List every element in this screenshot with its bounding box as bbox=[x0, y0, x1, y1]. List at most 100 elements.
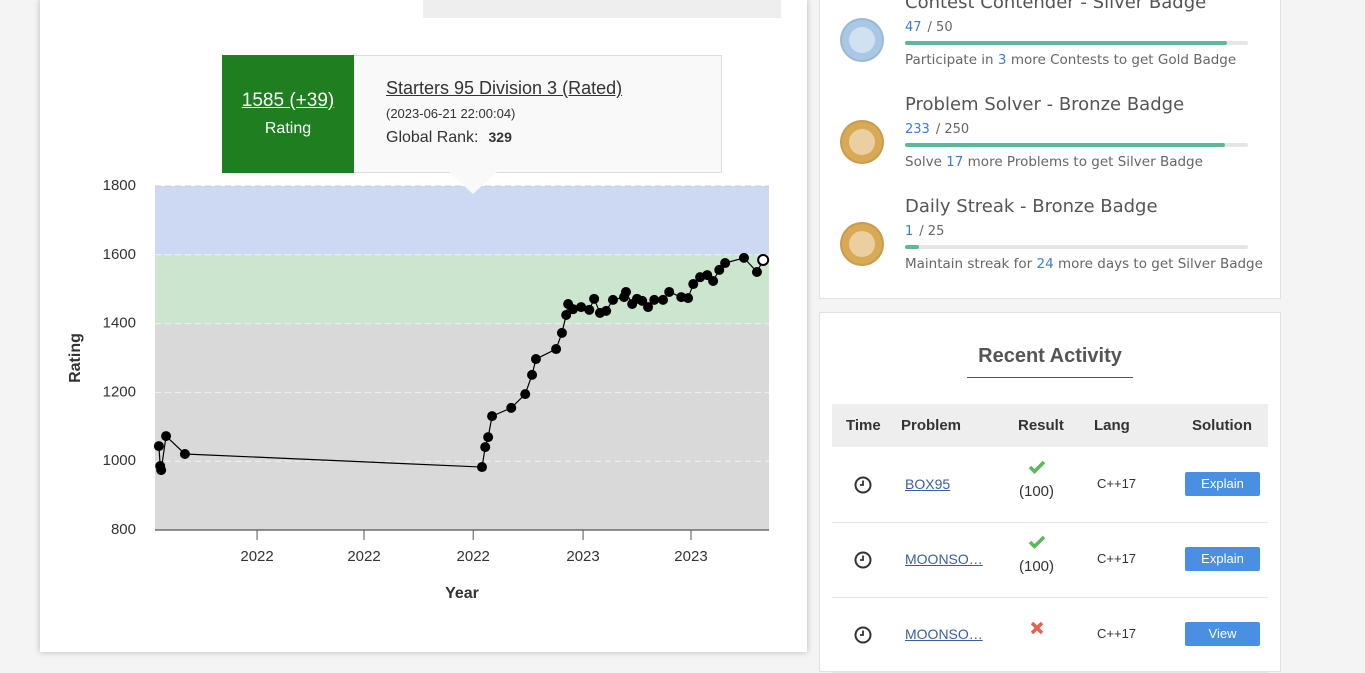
rating-point bbox=[607, 294, 618, 305]
badge-desc: Participate in 3 more Contests to get Go… bbox=[905, 52, 1236, 68]
y-tick-label: 800 bbox=[111, 521, 136, 538]
activity-row: MOONSO… (100) C++17 Explain bbox=[832, 522, 1268, 598]
desc-text: more days to get Silver Badge bbox=[1058, 256, 1263, 272]
problem-link[interactable]: BOX95 bbox=[905, 476, 951, 492]
rating-point bbox=[658, 294, 669, 305]
rating-point bbox=[179, 448, 190, 459]
contest-name[interactable]: Starters 95 Division 3 (Rated) bbox=[386, 78, 623, 98]
rating-point bbox=[649, 294, 660, 305]
badge-icon-inner bbox=[849, 27, 875, 53]
progress-fill bbox=[905, 41, 1228, 45]
rating-point bbox=[527, 369, 538, 380]
badge-icon bbox=[840, 120, 884, 164]
rating-point bbox=[551, 344, 562, 355]
clock-hands bbox=[860, 480, 864, 486]
progress-fill bbox=[905, 245, 919, 249]
badges-card: Contest Contender - Silver Badge 47 / 50 Pa… bbox=[819, 0, 1281, 299]
rating-caption: Rating bbox=[264, 120, 312, 137]
page: Year Rating 800 1000 1200 1400 1600 1800 2022 2… bbox=[40, 0, 1281, 673]
rating-point bbox=[620, 286, 631, 297]
result-score: (100) bbox=[1019, 483, 1055, 500]
badge-progress: 233 / 250 bbox=[905, 122, 969, 137]
rating-card: Year Rating 800 1000 1200 1400 1600 1800 2022 2… bbox=[40, 0, 807, 652]
badge-progress: 1 / 25 bbox=[905, 224, 944, 239]
progress-max: / 25 bbox=[919, 224, 945, 239]
contest-info: Starters 95 Division 3 (Rated) (2023-06-… bbox=[386, 78, 622, 147]
desc-text: more Contests to get Gold Badge bbox=[1010, 52, 1237, 68]
badge-title: Problem Solver - Bronze Badge bbox=[905, 94, 1185, 115]
rating-point bbox=[480, 442, 491, 453]
rank: 329 bbox=[488, 129, 512, 145]
progress-bar bbox=[905, 143, 1248, 147]
rating-point bbox=[520, 389, 531, 400]
rating-point bbox=[708, 275, 719, 286]
column-header: Time bbox=[846, 417, 881, 434]
desc-text: Participate in bbox=[905, 52, 994, 68]
clock-icon bbox=[854, 626, 872, 644]
badge: Problem Solver - Bronze Badge 233 / 250 Sol… bbox=[820, 94, 1280, 203]
rating-point bbox=[576, 302, 587, 313]
clock-hands bbox=[860, 630, 864, 636]
progress-bar bbox=[905, 245, 1248, 249]
accepted-icon bbox=[1028, 460, 1046, 474]
rating[interactable]: 1585 (+39) bbox=[241, 90, 335, 111]
progress-value: 233 bbox=[905, 122, 930, 137]
column-header: Problem bbox=[901, 417, 962, 434]
accepted-icon bbox=[1028, 535, 1046, 549]
tooltip-arrow bbox=[449, 172, 497, 194]
tooltip: 1585 (+39) Rating Starters 95 Division 3… bbox=[222, 55, 722, 194]
activity-row: MOONSO… C++17 View bbox=[832, 597, 1268, 673]
badge: Daily Streak - Bronze Badge 1 / 25 Maintain… bbox=[820, 196, 1280, 305]
problem-link[interactable]: MOONSO… bbox=[905, 626, 983, 642]
rating-point bbox=[601, 305, 612, 316]
rating-box: 1585 (+39) Rating bbox=[222, 55, 354, 173]
desc-number: 3 bbox=[997, 52, 1007, 68]
rating-point bbox=[688, 279, 699, 290]
solution-button[interactable]: Explain bbox=[1185, 547, 1260, 571]
desc-text: Maintain streak for bbox=[905, 256, 1033, 272]
badge-icon bbox=[840, 222, 884, 266]
badge-progress: 47 / 50 bbox=[905, 20, 953, 35]
rating-point bbox=[487, 411, 498, 422]
x-tick-label: 2022 bbox=[240, 548, 273, 565]
y-axis-label: Rating bbox=[67, 333, 84, 383]
x-tick-label: 2022 bbox=[457, 548, 490, 565]
rating-point bbox=[584, 304, 595, 315]
rating-point bbox=[683, 293, 694, 304]
rating-point bbox=[161, 431, 172, 442]
rating-point bbox=[483, 432, 494, 443]
progress-max: / 50 bbox=[927, 20, 953, 35]
activity-card: Recent Activity Time Problem Result Lang Sol… bbox=[819, 312, 1281, 673]
rating-point bbox=[714, 264, 725, 275]
chart: Year Rating 800 1000 1200 1400 1600 1800 2022 2… bbox=[67, 177, 770, 602]
check bbox=[1028, 460, 1046, 474]
badge-desc: Maintain streak for 24 more days to get … bbox=[905, 256, 1263, 272]
progress-value: 1 bbox=[905, 224, 914, 239]
badge-icon-inner bbox=[849, 129, 875, 155]
wrong-icon bbox=[1030, 621, 1044, 635]
y-tick-label: 1800 bbox=[103, 177, 136, 194]
rating-point bbox=[643, 302, 654, 313]
desc-number: 17 bbox=[946, 154, 964, 170]
desc-text: more Problems to get Silver Badge bbox=[967, 154, 1203, 170]
desc-text: Solve bbox=[905, 154, 942, 170]
clock-hands bbox=[860, 555, 864, 561]
tab[interactable] bbox=[423, 0, 781, 18]
badge: Contest Contender - Silver Badge 47 / 50 Pa… bbox=[820, 0, 1280, 101]
rating-point bbox=[153, 441, 164, 452]
problem-link[interactable]: MOONSO… bbox=[905, 551, 983, 567]
y-tick-label: 1200 bbox=[103, 383, 136, 400]
rating-point bbox=[506, 402, 517, 413]
contest-date: (2023-06-21 22:00:04) bbox=[386, 106, 516, 121]
table-header: Time Problem Result Lang Solution bbox=[832, 404, 1268, 447]
solution-button[interactable]: Explain bbox=[1185, 472, 1260, 496]
rank-label: Global Rank: bbox=[386, 129, 479, 146]
rating-point bbox=[476, 462, 487, 473]
y-tick-label: 1000 bbox=[103, 452, 136, 469]
title-underline bbox=[967, 377, 1133, 378]
x-tick-label: 2022 bbox=[347, 548, 380, 565]
activity-title: Recent Activity bbox=[978, 345, 1122, 367]
solution-button[interactable]: View bbox=[1185, 622, 1260, 646]
rating-point bbox=[757, 253, 770, 266]
cross bbox=[1030, 621, 1044, 635]
